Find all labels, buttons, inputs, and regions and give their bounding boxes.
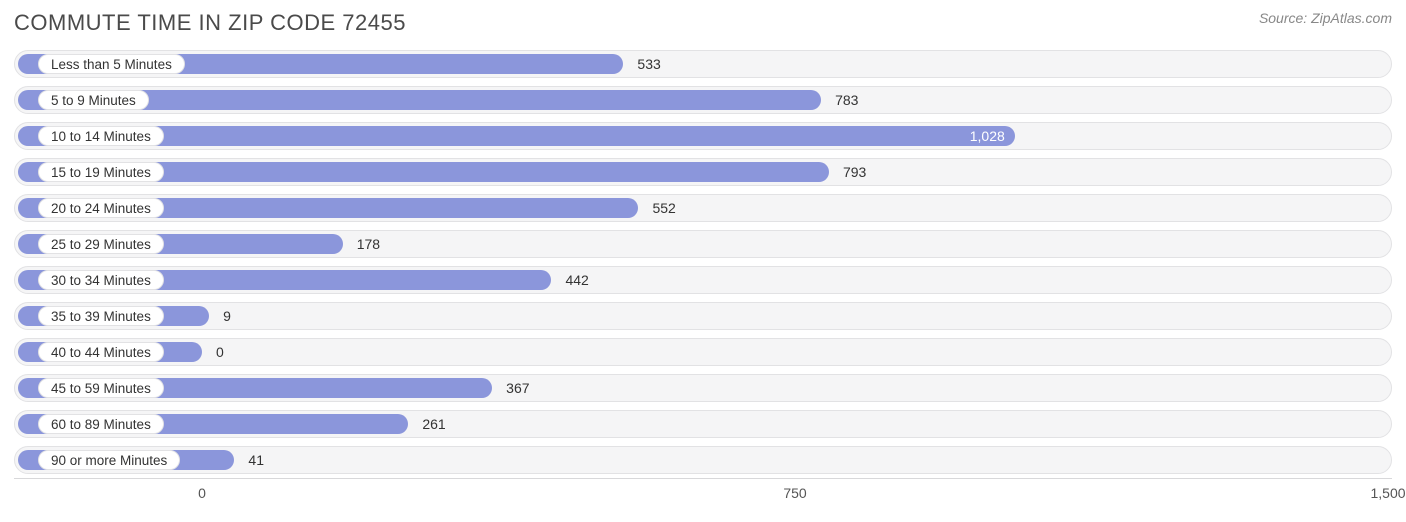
- bar-value-label: 1,028: [970, 122, 1005, 150]
- bar-category-label: 15 to 19 Minutes: [38, 162, 164, 182]
- bar-category-label: 40 to 44 Minutes: [38, 342, 164, 362]
- bar-category-label: 25 to 29 Minutes: [38, 234, 164, 254]
- bar-row: 10 to 14 Minutes 1,028: [14, 122, 1392, 150]
- bar-category-label: 5 to 9 Minutes: [38, 90, 149, 110]
- chart-title: COMMUTE TIME IN ZIP CODE 72455: [14, 10, 406, 36]
- bar-value-label: 783: [835, 86, 858, 114]
- bar-category-label: 90 or more Minutes: [38, 450, 180, 470]
- bar-track: [14, 302, 1392, 330]
- bar-row: 35 to 39 Minutes 9: [14, 302, 1392, 330]
- x-axis-tick: 0: [198, 485, 206, 501]
- bar-row: 25 to 29 Minutes 178: [14, 230, 1392, 258]
- bar-category-label: 45 to 59 Minutes: [38, 378, 164, 398]
- bar-value-label: 442: [565, 266, 588, 294]
- chart-plot-area: Less than 5 Minutes 533 5 to 9 Minutes 783 1…: [14, 50, 1392, 474]
- bar-row: 45 to 59 Minutes 367: [14, 374, 1392, 402]
- bar-category-label: 35 to 39 Minutes: [38, 306, 164, 326]
- bar-value-label: 41: [248, 446, 264, 474]
- bar-value-label: 793: [843, 158, 866, 186]
- bar-value-label: 9: [223, 302, 231, 330]
- chart-header: COMMUTE TIME IN ZIP CODE 72455 Source: Z…: [14, 10, 1392, 36]
- bar-row: 5 to 9 Minutes 783: [14, 86, 1392, 114]
- bar-value-label: 0: [216, 338, 224, 366]
- bar-row: 20 to 24 Minutes 552: [14, 194, 1392, 222]
- bar-row: 40 to 44 Minutes 0: [14, 338, 1392, 366]
- bar-value-label: 367: [506, 374, 529, 402]
- bar-row: Less than 5 Minutes 533: [14, 50, 1392, 78]
- bar-category-label: 20 to 24 Minutes: [38, 198, 164, 218]
- bar-category-label: Less than 5 Minutes: [38, 54, 185, 74]
- bar-row: 60 to 89 Minutes 261: [14, 410, 1392, 438]
- bar-category-label: 30 to 34 Minutes: [38, 270, 164, 290]
- x-axis-tick: 1,500: [1370, 485, 1405, 501]
- bar-value-label: 533: [637, 50, 660, 78]
- bar-value-label: 178: [357, 230, 380, 258]
- bar-row: 15 to 19 Minutes 793: [14, 158, 1392, 186]
- chart-x-axis: 07501,500: [14, 478, 1392, 508]
- chart-source: Source: ZipAtlas.com: [1259, 10, 1392, 26]
- bar-category-label: 10 to 14 Minutes: [38, 126, 164, 146]
- chart-container: COMMUTE TIME IN ZIP CODE 72455 Source: Z…: [0, 0, 1406, 522]
- x-axis-tick: 750: [783, 485, 806, 501]
- bar-value-label: 552: [652, 194, 675, 222]
- bar-value-label: 261: [422, 410, 445, 438]
- bar-category-label: 60 to 89 Minutes: [38, 414, 164, 434]
- bar-fill: [18, 126, 1015, 146]
- bar-row: 90 or more Minutes 41: [14, 446, 1392, 474]
- bar-row: 30 to 34 Minutes 442: [14, 266, 1392, 294]
